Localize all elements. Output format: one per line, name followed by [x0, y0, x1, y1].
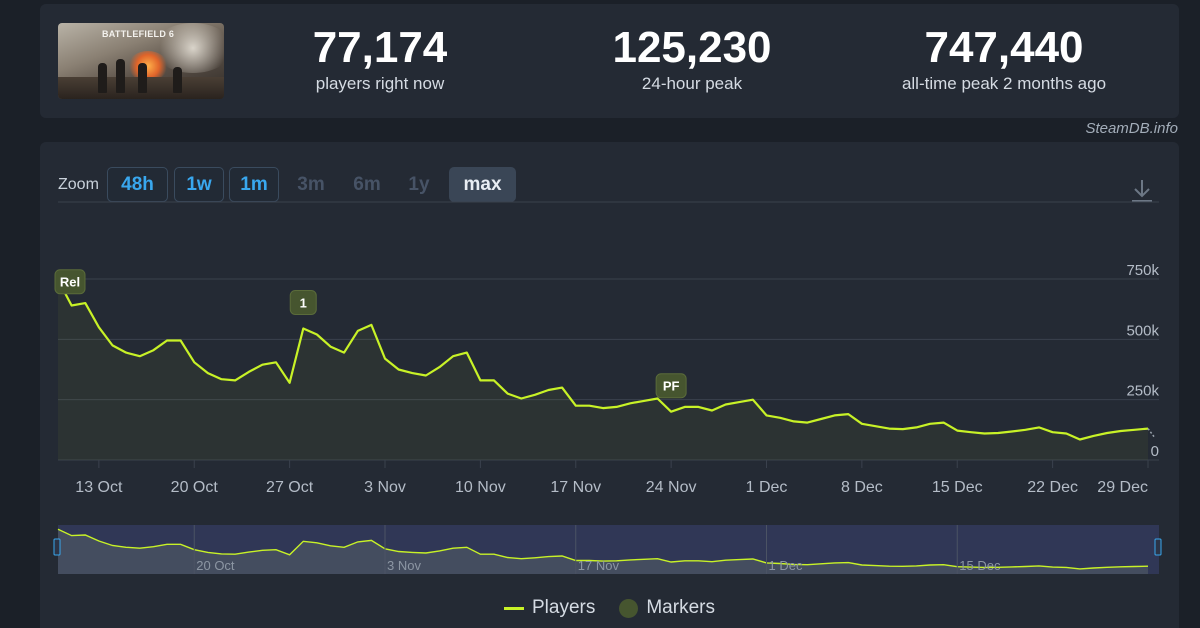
x-tick-label: 27 Oct — [266, 479, 314, 496]
download-icon[interactable] — [1130, 178, 1154, 204]
steamdb-credit-link[interactable]: SteamDB.info — [1085, 120, 1178, 137]
legend-markers[interactable]: Markers — [619, 597, 715, 619]
stat-current-players: 77,174 players right now — [230, 24, 530, 94]
legend-marker-swatch — [619, 598, 639, 618]
zoom-button-max[interactable]: max — [449, 167, 516, 202]
x-tick-label: 10 Nov — [455, 479, 506, 496]
navigator-tick-label: 20 Oct — [196, 558, 235, 573]
chart-legend: Players Markers — [40, 597, 1179, 619]
players-series-line — [57, 279, 1149, 441]
marker-label: 1 — [300, 295, 307, 310]
x-tick-label: 29 Dec — [1097, 479, 1148, 496]
marker-rel: Rel — [54, 269, 86, 295]
x-tick-label: 13 Oct — [75, 479, 123, 496]
zoom-button-48h[interactable]: 48h — [107, 167, 168, 202]
legend-markers-label: Markers — [646, 597, 715, 618]
x-tick-label: 24 Nov — [646, 479, 697, 496]
marker-label: PF — [663, 379, 680, 394]
marker-badge — [655, 373, 687, 399]
zoom-button-1w[interactable]: 1w — [174, 167, 224, 202]
soldier-figure — [138, 63, 147, 93]
marker-1: 1 — [289, 289, 317, 315]
stat-label: all-time peak 2 months ago — [901, 74, 1107, 93]
zoom-button-1y: 1y — [408, 173, 430, 195]
marker-badge — [54, 269, 86, 295]
navigator-right-handle[interactable] — [1154, 538, 1162, 556]
soldier-figure — [116, 59, 125, 93]
marker-badge — [289, 289, 317, 315]
legend-players[interactable]: Players — [504, 597, 595, 619]
x-tick-label: 8 Dec — [841, 479, 883, 496]
zoom-button-6m: 6m — [353, 173, 381, 195]
explosion-shape — [128, 51, 168, 81]
stat-value: 125,230 — [612, 23, 772, 72]
x-tick-label: 3 Nov — [364, 479, 406, 496]
players-area — [58, 279, 1148, 460]
x-tick-label: 15 Dec — [932, 479, 983, 496]
stat-label: players right now — [315, 74, 445, 93]
stat-value: 77,174 — [312, 23, 448, 72]
players-series-tail — [1147, 428, 1155, 438]
navigator-area — [58, 529, 1148, 574]
navigator-tick-label: 1 Dec — [769, 558, 803, 573]
player-count-chart[interactable]: Rel 1 PF 0 250k 500k 750k 13 Oct 20 Oct 27 Oct 3… — [40, 142, 1179, 592]
x-tick-label: 1 Dec — [746, 479, 788, 496]
marker-pf: PF — [655, 373, 687, 399]
game-logo-text: BATTLEFIELD 6 — [102, 29, 175, 39]
legend-line-swatch — [504, 606, 524, 610]
zoom-button-3m: 3m — [297, 173, 325, 195]
y-tick-label: 500k — [1126, 322, 1159, 339]
x-tick-label: 22 Dec — [1027, 479, 1078, 496]
navigator-series-line — [57, 528, 1149, 570]
chart-panel: Zoom 48h 1w 1m 3m 6m 1y max Rel 1 PF 0 250k 500k 75… — [40, 142, 1179, 628]
x-tick-label: 17 Nov — [550, 479, 601, 496]
zoom-label: Zoom — [58, 176, 99, 193]
stat-all-time-peak: 747,440 all-time peak 2 months ago — [854, 24, 1154, 94]
navigator-window — [58, 525, 1159, 574]
legend-players-label: Players — [532, 597, 596, 618]
navigator-left-handle[interactable] — [53, 538, 61, 556]
marker-label: Rel — [60, 275, 80, 290]
navigator-tick-label: 17 Nov — [578, 558, 620, 573]
soldier-figure — [173, 67, 182, 93]
stat-24h-peak: 125,230 24-hour peak — [542, 24, 842, 94]
y-tick-label: 750k — [1126, 262, 1159, 279]
soldier-figure — [98, 63, 107, 93]
y-tick-label: 0 — [1151, 443, 1159, 460]
stat-value: 747,440 — [924, 23, 1084, 72]
x-tick-label: 20 Oct — [171, 479, 219, 496]
y-tick-label: 250k — [1126, 383, 1159, 400]
zoom-button-1m[interactable]: 1m — [229, 167, 279, 202]
stats-panel: BATTLEFIELD 6 77,174 players right now 1… — [40, 4, 1179, 118]
navigator-tick-label: 3 Nov — [387, 558, 421, 573]
game-thumbnail[interactable]: BATTLEFIELD 6 — [58, 23, 224, 99]
navigator-tick-label: 15 Dec — [959, 558, 1001, 573]
stat-label: 24-hour peak — [641, 74, 743, 93]
